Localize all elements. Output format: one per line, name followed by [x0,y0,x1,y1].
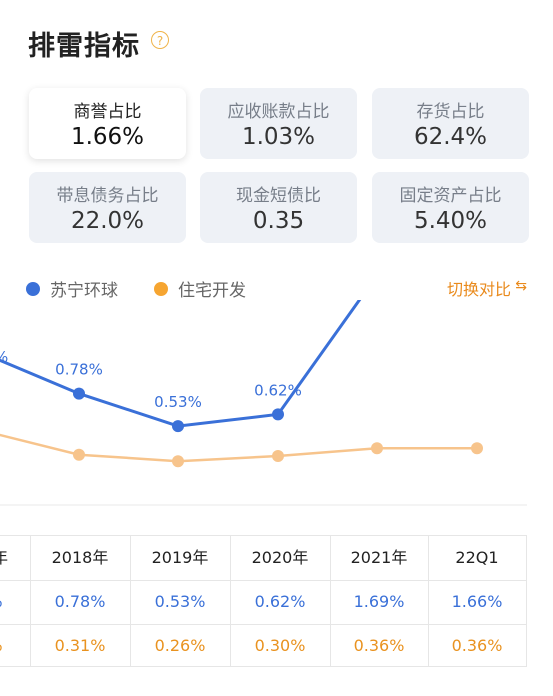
data-point[interactable] [172,420,184,433]
table-row: % 0.78% 0.53% 0.62% 1.69% 1.66% [0,580,527,625]
data-point[interactable] [272,408,284,421]
table-header-cell: 2018年 [51,548,109,567]
table-row: % 0.31% 0.26% 0.30% 0.36% 0.36% [0,624,527,668]
metric-label: 存货占比 [416,102,485,122]
metric-value: 62.4% [413,124,488,150]
data-point[interactable] [371,442,383,455]
metric-value: 5.40% [413,208,488,234]
table-cell: 0.53% [154,592,206,611]
legend-label: 苏宁环球 [50,281,118,301]
table-divider [230,535,231,667]
table-header-cell: 年 [0,536,20,580]
line-chart: 0.78%0.53%0.62%1.69%1.66%% [0,300,527,506]
metric-card-cash-ratio[interactable]: 现金短债比 0.35 [200,172,357,243]
data-point[interactable] [73,448,85,461]
metric-label: 固定资产占比 [399,186,502,206]
metric-card-receivables[interactable]: 应收账款占比 1.03% [200,88,357,159]
table-cell: % [0,580,10,624]
table-divider [330,535,331,667]
switch-icon[interactable]: ⇆ [515,278,527,294]
metric-value: 0.35 [252,208,305,234]
data-point[interactable] [272,450,284,462]
data-label: % [0,348,8,366]
data-point[interactable] [471,442,483,455]
legend-dot-icon [154,281,168,296]
metric-value: 22.0% [70,208,145,234]
table-cell: 0.31% [54,636,106,655]
legend-label: 住宅开发 [178,281,246,301]
data-point[interactable] [73,387,85,400]
series-line [0,433,477,463]
metric-card-inventory[interactable]: 存货占比 62.4% [372,88,529,159]
metric-card-interest-debt[interactable]: 带息债务占比 22.0% [29,172,186,243]
table-divider [428,535,429,667]
table-header-cell: 2019年 [151,548,209,567]
chart-series: 0.78%0.53%0.62%1.69%1.66%% [0,300,483,468]
data-point[interactable] [172,455,184,468]
table-divider [130,535,131,667]
legend-item-industry[interactable]: 住宅开发 [154,276,246,301]
metric-label: 商誉占比 [73,102,142,122]
data-label: 0.62% [254,381,302,399]
legend-dot-icon [26,281,40,296]
data-table: 年 2018年 2019年 2020年 2021年 22Q1 % 0.78% 0… [0,535,527,667]
table-cell: % [0,624,10,668]
series-line [0,300,362,428]
table-header-cell: 2020年 [251,548,309,567]
question-circle-icon[interactable]: ? [151,31,169,49]
metric-label: 应收账款占比 [227,102,330,122]
legend-item-company[interactable]: 苏宁环球 [26,276,118,301]
metric-label: 带息债务占比 [56,186,159,206]
table-divider [30,535,31,667]
table-cell: 1.69% [353,592,405,611]
table-header-cell: 2021年 [350,548,408,567]
metric-label: 现金短债比 [236,186,321,206]
table-cell: 0.78% [54,592,106,611]
table-cell: 0.62% [254,592,306,611]
table-header-cell: 22Q1 [455,548,499,567]
toggle-compare-button[interactable]: 切换对比 [446,280,511,299]
data-label: 0.78% [55,361,103,379]
page-title: 排雷指标 [28,31,140,62]
metric-card-goodwill[interactable]: 商誉占比 1.66% [29,88,186,159]
table-cell: 0.36% [451,636,503,655]
metric-value: 1.66% [70,124,145,150]
table-cell: 1.66% [451,592,503,611]
table-cell: 0.26% [154,636,206,655]
table-cell: 0.30% [254,636,306,655]
metric-value: 1.03% [241,124,316,150]
data-label: 0.53% [154,393,202,411]
metric-card-fixed-assets[interactable]: 固定资产占比 5.40% [372,172,529,243]
table-header-row: 年 2018年 2019年 2020年 2021年 22Q1 [0,536,527,581]
table-cell: 0.36% [353,636,405,655]
